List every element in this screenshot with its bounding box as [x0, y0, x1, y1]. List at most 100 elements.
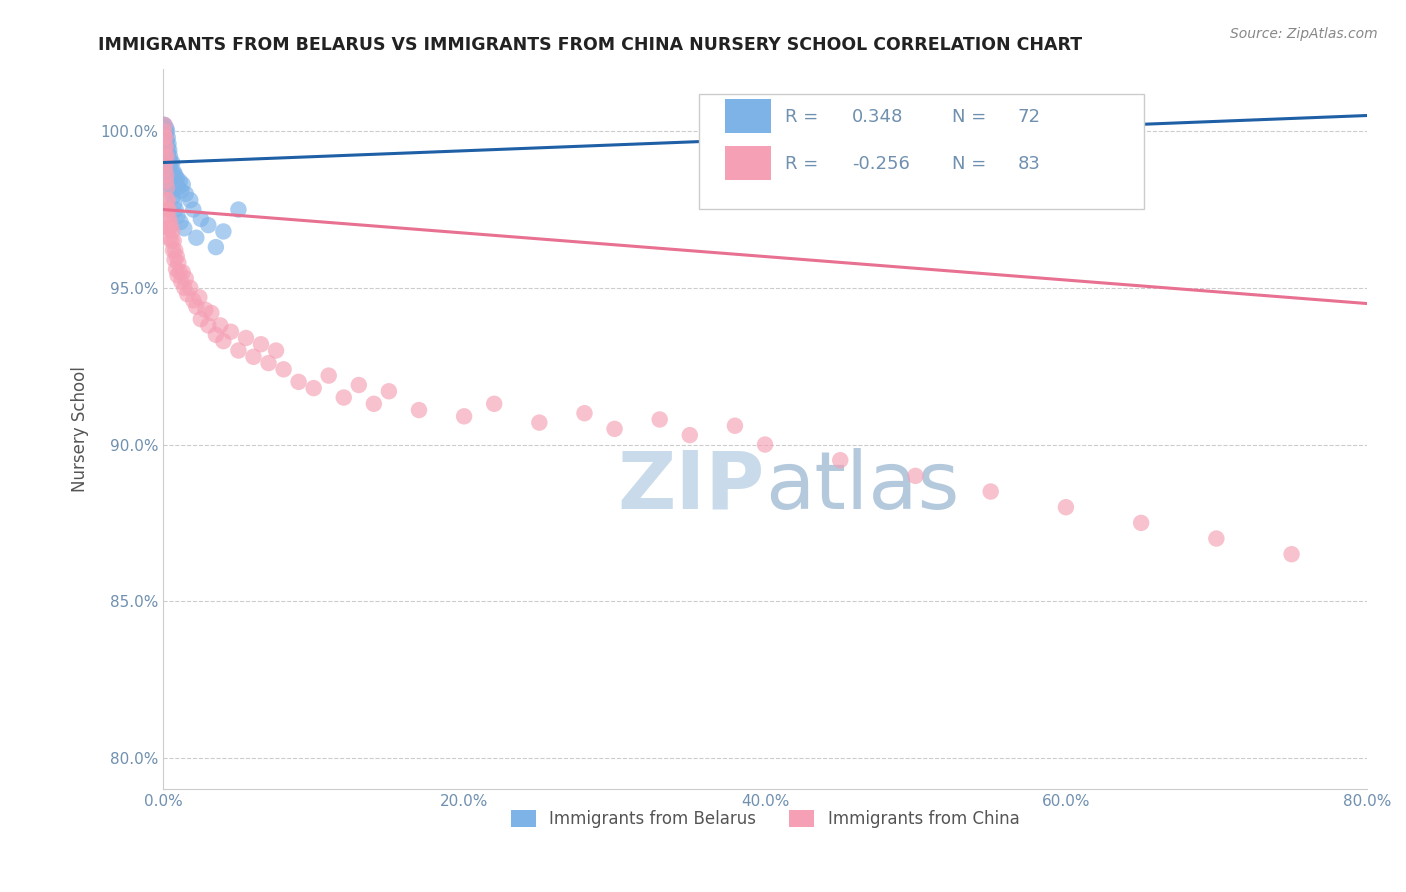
Point — [156, 165, 179, 179]
Point — [153, 118, 176, 132]
Point — [190, 312, 212, 326]
Point — [197, 218, 219, 232]
Point — [156, 202, 179, 217]
Point — [1205, 532, 1227, 546]
Point — [153, 124, 176, 138]
Point — [205, 327, 228, 342]
Point — [1130, 516, 1153, 530]
Point — [980, 484, 1002, 499]
Point — [153, 140, 176, 154]
Point — [157, 211, 180, 226]
Point — [170, 184, 193, 198]
Point — [157, 211, 180, 226]
Text: 0.348: 0.348 — [852, 108, 903, 126]
Point — [219, 325, 242, 339]
FancyBboxPatch shape — [699, 94, 1144, 209]
Point — [156, 180, 179, 194]
Text: ZIP: ZIP — [617, 448, 765, 525]
Point — [153, 118, 176, 132]
Point — [529, 416, 551, 430]
Point — [159, 174, 181, 188]
Point — [169, 174, 191, 188]
Point — [159, 231, 181, 245]
Point — [153, 130, 176, 145]
Point — [163, 174, 186, 188]
Point — [153, 124, 176, 138]
Point — [302, 381, 325, 395]
Text: Source: ZipAtlas.com: Source: ZipAtlas.com — [1230, 27, 1378, 41]
Point — [173, 281, 195, 295]
Point — [197, 318, 219, 333]
Point — [162, 155, 184, 169]
Point — [574, 406, 596, 420]
Point — [155, 153, 177, 167]
Point — [754, 437, 776, 451]
Point — [603, 422, 626, 436]
Point — [209, 318, 232, 333]
Point — [179, 193, 201, 207]
Point — [155, 174, 177, 188]
Point — [160, 234, 183, 248]
Point — [165, 202, 187, 217]
Point — [173, 221, 195, 235]
Y-axis label: Nursery School: Nursery School — [72, 366, 89, 491]
Point — [163, 165, 186, 179]
Point — [153, 130, 176, 145]
Text: -0.256: -0.256 — [852, 154, 910, 173]
Point — [157, 146, 180, 161]
Point — [332, 391, 354, 405]
Point — [212, 224, 235, 238]
Point — [186, 231, 208, 245]
Point — [153, 130, 176, 145]
Point — [228, 202, 250, 217]
Point — [163, 234, 186, 248]
Text: N =: N = — [952, 108, 991, 126]
Point — [155, 159, 177, 173]
Text: 83: 83 — [1018, 154, 1040, 173]
Point — [166, 171, 188, 186]
Point — [176, 287, 198, 301]
Point — [165, 178, 187, 192]
Text: R =: R = — [786, 108, 824, 126]
Point — [159, 218, 181, 232]
Point — [160, 184, 183, 198]
Point — [188, 290, 211, 304]
Point — [318, 368, 340, 383]
Text: N =: N = — [952, 154, 991, 173]
Point — [163, 252, 186, 267]
Point — [156, 140, 179, 154]
Point — [830, 453, 852, 467]
Point — [155, 136, 177, 151]
Point — [172, 178, 194, 192]
Point — [156, 124, 179, 138]
Point — [205, 240, 228, 254]
Point — [1281, 547, 1303, 561]
Point — [167, 256, 190, 270]
Point — [166, 250, 188, 264]
Point — [264, 343, 287, 358]
Point — [155, 143, 177, 157]
Point — [724, 418, 747, 433]
Point — [1054, 500, 1077, 515]
Text: R =: R = — [786, 154, 824, 173]
Point — [156, 149, 179, 163]
Point — [157, 143, 180, 157]
Point — [347, 378, 370, 392]
Point — [378, 384, 401, 399]
Point — [453, 409, 475, 424]
Point — [159, 178, 181, 192]
Point — [153, 149, 176, 163]
Point — [155, 121, 177, 136]
Point — [235, 331, 257, 345]
Point — [162, 224, 184, 238]
Point — [155, 140, 177, 154]
Point — [153, 121, 176, 136]
Point — [186, 300, 208, 314]
Point — [160, 165, 183, 179]
Point — [167, 180, 190, 194]
Point — [156, 149, 179, 163]
Point — [162, 244, 184, 258]
Point — [162, 180, 184, 194]
Point — [165, 168, 187, 182]
Point — [165, 262, 187, 277]
